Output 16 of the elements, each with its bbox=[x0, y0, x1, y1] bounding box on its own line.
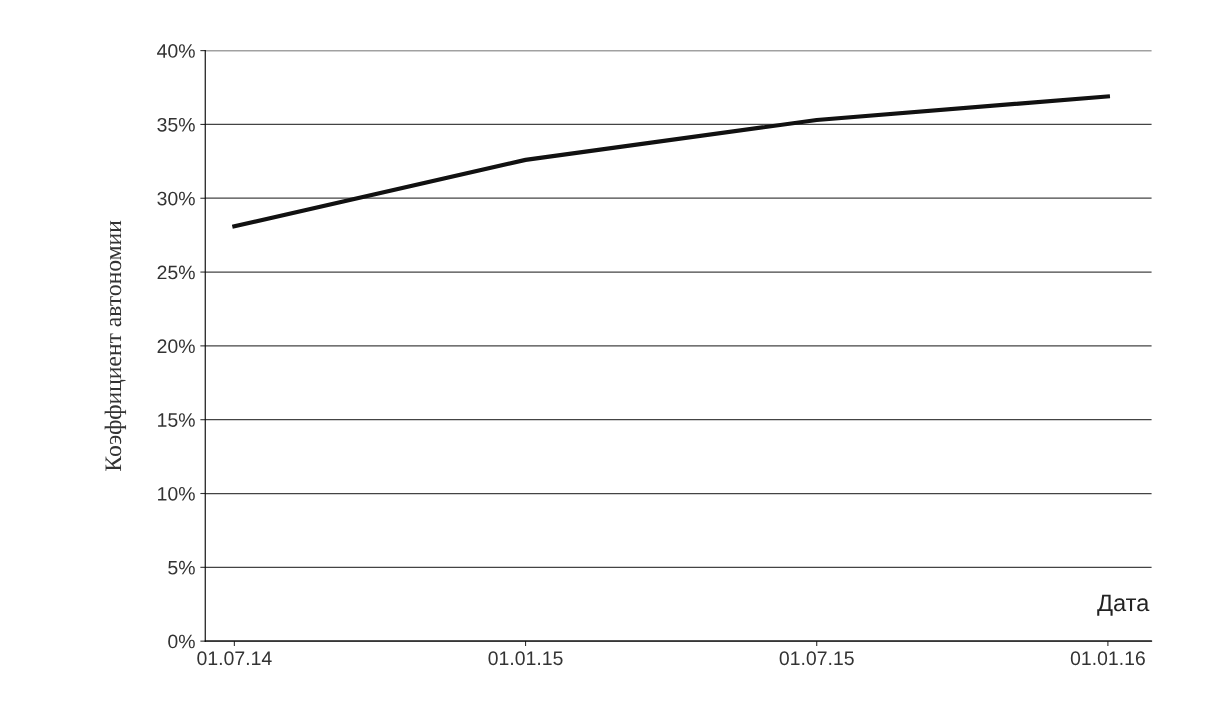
x-axis-title: Дата bbox=[1097, 594, 1150, 616]
line-series bbox=[232, 94, 1110, 229]
y-tick-label: 35% bbox=[157, 117, 195, 132]
y-tick-label: 25% bbox=[157, 265, 195, 280]
y-tick-label: 30% bbox=[157, 191, 195, 206]
y-axis-title: Коэффициент автономии bbox=[104, 220, 127, 471]
y-tick-label: 15% bbox=[158, 413, 195, 427]
y-tick-label: 0% bbox=[168, 634, 195, 649]
y-tick-label: 10% bbox=[158, 486, 195, 501]
x-tick-label: 01.01.16 bbox=[1070, 651, 1145, 666]
x-tick-label: 01.07.15 bbox=[779, 651, 854, 666]
y-tick-label: 40% bbox=[157, 44, 195, 58]
y-tick-label: 5% bbox=[168, 560, 195, 575]
x-tick-label: 01.07.14 bbox=[197, 651, 272, 666]
x-tick-label: 01.01.15 bbox=[488, 651, 563, 666]
y-tick-label: 20% bbox=[157, 339, 195, 354]
